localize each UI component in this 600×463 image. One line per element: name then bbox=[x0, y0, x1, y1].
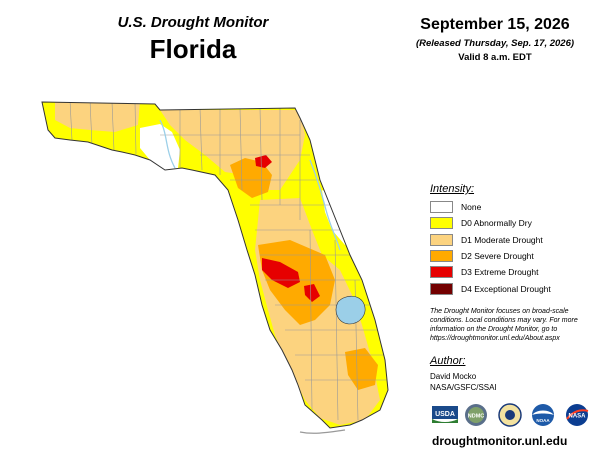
lake-okeechobee bbox=[335, 295, 366, 325]
legend-label: D0 Abnormally Dry bbox=[461, 218, 532, 228]
noaa-text: NOAA bbox=[536, 418, 550, 423]
noaa-logo: NOAA bbox=[532, 404, 554, 426]
d3-inland bbox=[304, 284, 320, 302]
release-date: (Released Thursday, Sep. 17, 2026) bbox=[415, 38, 575, 49]
d1-north bbox=[160, 110, 305, 190]
d2-southeast bbox=[345, 348, 378, 390]
legend-swatch bbox=[430, 283, 453, 295]
commerce-seal-logo bbox=[498, 403, 522, 427]
website-url[interactable]: droughtmonitor.unl.edu bbox=[432, 434, 568, 448]
d3-tampa-bay bbox=[262, 258, 300, 288]
legend-label: D4 Exceptional Drought bbox=[461, 284, 551, 294]
legend-label: D3 Extreme Drought bbox=[461, 267, 539, 277]
legend-item-d3: D3 Extreme Drought bbox=[430, 266, 538, 278]
state-outline bbox=[41, 101, 389, 429]
map-title: U.S. Drought Monitor bbox=[117, 14, 269, 31]
partner-logos: USDA NDMC NOAA NASA bbox=[432, 403, 589, 427]
nasa-text: NASA bbox=[568, 414, 586, 420]
florida-keys bbox=[299, 429, 346, 434]
legend-item-d2: D2 Severe Drought bbox=[430, 250, 534, 262]
map-date: September 15, 2026 bbox=[420, 16, 570, 33]
legend-item-d4: D4 Exceptional Drought bbox=[430, 283, 551, 295]
usda-logo: USDA bbox=[432, 406, 458, 423]
legend-label: D2 Severe Drought bbox=[461, 251, 534, 261]
legend-swatch bbox=[430, 234, 453, 246]
legend-item-d1: D1 Moderate Drought bbox=[430, 234, 543, 246]
drought-areas bbox=[42, 102, 388, 428]
none-big-bend bbox=[140, 124, 180, 170]
legend-label: None bbox=[461, 202, 482, 212]
author-organization: NASA/GSFC/SSAI bbox=[430, 383, 497, 392]
legend-swatch bbox=[430, 217, 453, 229]
florida-drought-map bbox=[41, 101, 389, 434]
state-name: Florida bbox=[149, 34, 237, 64]
ndmc-logo: NDMC bbox=[465, 404, 487, 426]
river-st-johns bbox=[309, 159, 341, 251]
legend-item-none: None bbox=[430, 201, 481, 213]
usda-text: USDA bbox=[435, 411, 455, 418]
d3-north-central bbox=[255, 155, 272, 168]
valid-time: Valid 8 a.m. EDT bbox=[458, 52, 532, 63]
county-lines bbox=[69, 102, 388, 421]
ndmc-text: NDMC bbox=[468, 414, 485, 420]
author-name: David Mocko bbox=[430, 372, 477, 381]
legend-swatch bbox=[430, 201, 453, 213]
legend-swatch bbox=[430, 250, 453, 262]
legend-label: D1 Moderate Drought bbox=[461, 235, 543, 245]
river-apalachicola bbox=[159, 119, 176, 169]
legend-title: Intensity: bbox=[430, 183, 475, 195]
author-heading: Author: bbox=[430, 355, 466, 367]
nasa-logo: NASA bbox=[566, 404, 589, 426]
legend-item-d0: D0 Abnormally Dry bbox=[430, 217, 532, 229]
disclaimer-note: The Drought Monitor focuses on broad-sca… bbox=[430, 308, 578, 342]
legend-swatch bbox=[430, 266, 453, 278]
d1-panhandle bbox=[55, 102, 140, 132]
